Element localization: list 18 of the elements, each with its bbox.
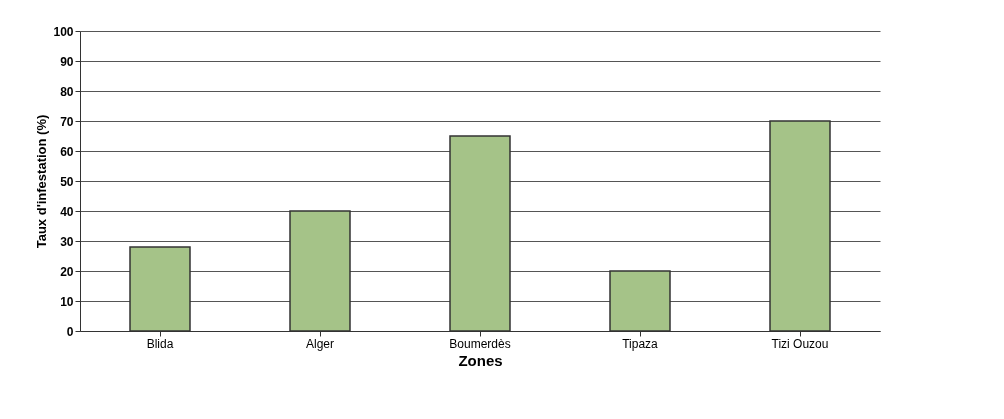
x-tick-label: Tizi Ouzou [771, 336, 829, 351]
y-tick-label: 0 [66, 324, 74, 339]
x-tick-label: Blida [146, 336, 174, 351]
y-tick-label: 50 [60, 174, 74, 189]
y-tick-label: 20 [60, 264, 74, 279]
y-tick-label: 100 [53, 24, 74, 39]
y-tick-label: 70 [60, 114, 74, 129]
y-tick-label: 90 [60, 54, 74, 69]
y-axis-title: Taux d'infestation (%) [34, 114, 50, 249]
y-tick-label: 40 [60, 204, 74, 219]
y-tick-label: 10 [60, 294, 74, 309]
x-tick-label: Boumerdès [449, 336, 511, 351]
x-tick-label: Tipaza [622, 336, 659, 351]
x-tick-label: Alger [305, 336, 335, 351]
y-tick-label: 30 [60, 234, 74, 249]
y-tick-label: 60 [60, 144, 74, 159]
x-axis-title: Zones [458, 351, 503, 369]
y-tick-label: 80 [60, 84, 74, 99]
